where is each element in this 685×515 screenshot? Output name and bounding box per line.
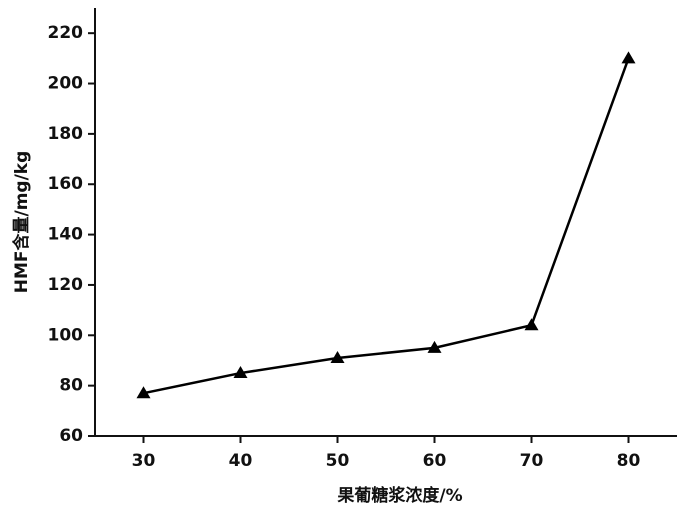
marker [136,386,151,399]
y-tick-label: 80 [59,376,83,396]
marker [330,350,345,363]
y-tick-label: 160 [48,174,84,194]
x-tick-label: 30 [132,451,156,471]
line [143,57,630,395]
x-tick-label: 50 [326,451,350,471]
y-tick-label: 100 [48,325,84,345]
y-tick-label: 120 [48,275,84,295]
x-tick-label: 70 [520,451,544,471]
y-tick-label: 140 [48,225,84,245]
marker [233,366,248,379]
marker [621,51,636,64]
marker [427,340,442,353]
y-tick-label: 200 [48,74,84,94]
y-tick-label: 220 [48,23,84,43]
y-tick-label: 60 [59,426,83,446]
y-tick-label: 180 [48,124,84,144]
x-tick-label: 40 [229,451,253,471]
x-axis-label: 果葡糖浆浓度/% [337,485,462,506]
x-tick-label: 80 [617,451,641,471]
marker [524,318,539,331]
y-axis-label: HMF含量/mg/kg [11,151,32,294]
x-tick-label: 60 [423,451,447,471]
